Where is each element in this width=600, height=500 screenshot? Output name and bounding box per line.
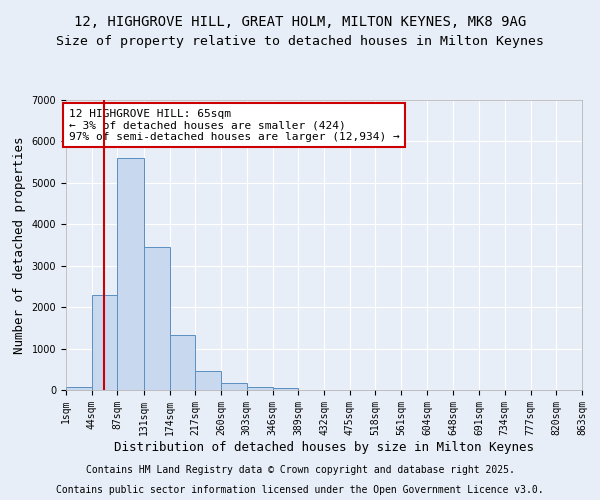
- X-axis label: Distribution of detached houses by size in Milton Keynes: Distribution of detached houses by size …: [114, 440, 534, 454]
- Text: Size of property relative to detached houses in Milton Keynes: Size of property relative to detached ho…: [56, 35, 544, 48]
- Bar: [221, 384, 247, 390]
- Bar: [118, 158, 144, 390]
- Bar: [195, 370, 221, 390]
- Text: 12, HIGHGROVE HILL, GREAT HOLM, MILTON KEYNES, MK8 9AG: 12, HIGHGROVE HILL, GREAT HOLM, MILTON K…: [74, 15, 526, 29]
- Text: Contains HM Land Registry data © Crown copyright and database right 2025.: Contains HM Land Registry data © Crown c…: [86, 465, 514, 475]
- Bar: [66, 386, 92, 390]
- Bar: [247, 386, 272, 390]
- Bar: [170, 336, 195, 390]
- Text: 12 HIGHGROVE HILL: 65sqm
← 3% of detached houses are smaller (424)
97% of semi-d: 12 HIGHGROVE HILL: 65sqm ← 3% of detache…: [69, 108, 400, 142]
- Bar: [92, 294, 118, 390]
- Y-axis label: Number of detached properties: Number of detached properties: [13, 136, 26, 354]
- Bar: [272, 388, 298, 390]
- Bar: [144, 247, 170, 390]
- Text: Contains public sector information licensed under the Open Government Licence v3: Contains public sector information licen…: [56, 485, 544, 495]
